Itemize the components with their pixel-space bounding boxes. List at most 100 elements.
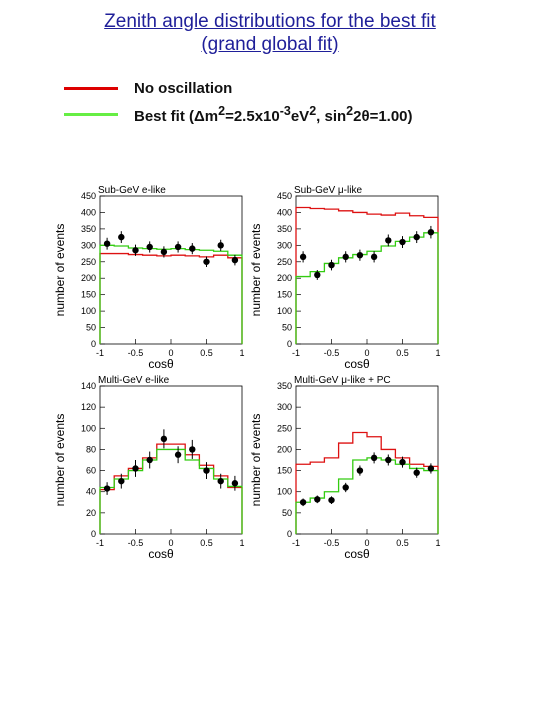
- y-tick-label: 400: [81, 207, 96, 217]
- data-point: [413, 469, 420, 476]
- data-point: [427, 465, 435, 472]
- data-point: [203, 258, 210, 265]
- x-tick-label: 1: [239, 348, 244, 358]
- data-point: [160, 435, 168, 443]
- x-tick-label: 0.5: [396, 348, 409, 358]
- data-point: [413, 233, 420, 241]
- data-point: [399, 238, 406, 246]
- panel-title: Multi-GeV e-like: [98, 375, 170, 386]
- chart-multigev-mu: Multi-GeV μ-like + PC 0 50 100 150 200 250 300 3…: [249, 375, 441, 561]
- data-point: [370, 454, 378, 462]
- panel-title: Multi-GeV μ-like + PC: [294, 375, 391, 386]
- y-tick-label: 50: [282, 323, 292, 333]
- y-tick-label: 450: [277, 191, 292, 201]
- data-point: [146, 243, 153, 251]
- y-tick-label: 350: [277, 381, 292, 391]
- y-tick-label: 200: [81, 273, 96, 283]
- panel-subgev-mu: Sub-GeV μ-like 0 50 100 150 200 250 300 350 400 45…: [242, 180, 452, 375]
- no-oscillation-histogram: [99, 443, 243, 534]
- best-fit-histogram: [99, 244, 243, 344]
- page-title-line2: (grand global fit): [201, 34, 339, 55]
- data-point: [342, 484, 349, 491]
- plot-frame: [99, 385, 243, 535]
- y-tick-label: 150: [277, 466, 292, 476]
- data-point: [370, 253, 378, 261]
- data-point: [189, 446, 196, 453]
- data-point: [118, 477, 125, 485]
- y-axis-label: number of events: [53, 224, 67, 317]
- data-point: [399, 458, 406, 466]
- y-tick-label: 350: [277, 224, 292, 234]
- x-tick-label: -0.5: [324, 538, 340, 548]
- y-tick-label: 0: [287, 529, 292, 539]
- data-point: [342, 253, 349, 261]
- y-tick-label: 250: [277, 423, 292, 433]
- y-tick-label: 140: [81, 381, 96, 391]
- x-tick-label: -0.5: [128, 538, 144, 548]
- legend-item-no-oscillation: No oscillation: [64, 76, 413, 100]
- panel-subgev-e: Sub-GeV e-like 0 50 100 150 200 250 300 350 400 45…: [46, 180, 256, 375]
- x-tick-label: 1: [435, 348, 440, 358]
- panel-multigev-e: Multi-GeV e-like 0 20 40 60 80 100 120 140 -1 -0.5…: [46, 370, 256, 565]
- x-axis-label: cosθ: [344, 357, 370, 371]
- x-tick-label: 1: [435, 538, 440, 548]
- y-tick-label: 40: [86, 487, 96, 497]
- legend-swatch-red: [64, 86, 118, 90]
- data-point: [217, 477, 224, 485]
- data-point: [132, 247, 139, 254]
- data-point: [314, 271, 321, 279]
- data-point: [356, 252, 364, 259]
- legend-label-no-oscillation: No oscillation: [134, 79, 233, 97]
- data-point: [132, 465, 139, 472]
- y-tick-label: 150: [81, 290, 96, 300]
- panel-title: Sub-GeV μ-like: [294, 185, 362, 196]
- y-tick-label: 200: [277, 273, 292, 283]
- y-tick-label: 250: [81, 257, 96, 267]
- y-tick-label: 0: [91, 339, 96, 349]
- y-axis-label: number of events: [53, 414, 67, 507]
- data-point: [118, 233, 125, 241]
- x-axis-label: cosθ: [148, 357, 174, 371]
- y-tick-label: 0: [287, 339, 292, 349]
- data-point: [299, 253, 307, 261]
- x-tick-label: 0: [168, 538, 173, 548]
- y-tick-label: 450: [81, 191, 96, 201]
- panel-multigev-mu: Multi-GeV μ-like + PC 0 50 100 150 200 250 300 3…: [242, 370, 452, 565]
- x-tick-label: -0.5: [324, 348, 340, 358]
- legend-label-best-fit: Best fit (Δm2=2.5x10-3eV2, sin22θ=1.00): [134, 103, 413, 125]
- y-tick-label: 60: [86, 466, 96, 476]
- no-oscillation-histogram: [295, 431, 439, 534]
- y-tick-label: 50: [282, 508, 292, 518]
- y-tick-label: 300: [81, 240, 96, 250]
- y-tick-label: 0: [91, 529, 96, 539]
- legend-item-best-fit: Best fit (Δm2=2.5x10-3eV2, sin22θ=1.00): [64, 102, 413, 126]
- data-point: [217, 242, 224, 249]
- chart-subgev-e: Sub-GeV e-like 0 50 100 150 200 250 300 350 400 45…: [53, 185, 245, 371]
- x-axis-label: cosθ: [344, 547, 370, 561]
- y-tick-label: 20: [86, 508, 96, 518]
- best-fit-histogram: [295, 232, 439, 344]
- best-fit-histogram: [99, 448, 243, 534]
- x-tick-label: -1: [96, 348, 104, 358]
- data-point: [103, 485, 111, 492]
- panel-title: Sub-GeV e-like: [98, 185, 166, 196]
- data-point: [385, 237, 392, 244]
- y-tick-label: 150: [277, 290, 292, 300]
- y-tick-label: 100: [81, 306, 96, 316]
- y-tick-label: 300: [277, 402, 292, 412]
- x-tick-label: -0.5: [128, 348, 144, 358]
- data-point: [174, 243, 182, 251]
- x-tick-label: -1: [292, 538, 300, 548]
- y-tick-label: 250: [277, 257, 292, 267]
- legend-swatch-green: [64, 112, 118, 116]
- x-tick-label: 0.5: [200, 538, 213, 548]
- data-point: [103, 240, 111, 247]
- data-point: [160, 248, 168, 256]
- no-oscillation-histogram: [99, 252, 243, 344]
- legend: No oscillation Best fit (Δm2=2.5x10-3eV2…: [64, 76, 413, 128]
- y-tick-label: 200: [277, 444, 292, 454]
- y-tick-label: 300: [277, 240, 292, 250]
- y-tick-label: 100: [277, 306, 292, 316]
- y-tick-label: 100: [81, 423, 96, 433]
- data-point: [314, 496, 321, 503]
